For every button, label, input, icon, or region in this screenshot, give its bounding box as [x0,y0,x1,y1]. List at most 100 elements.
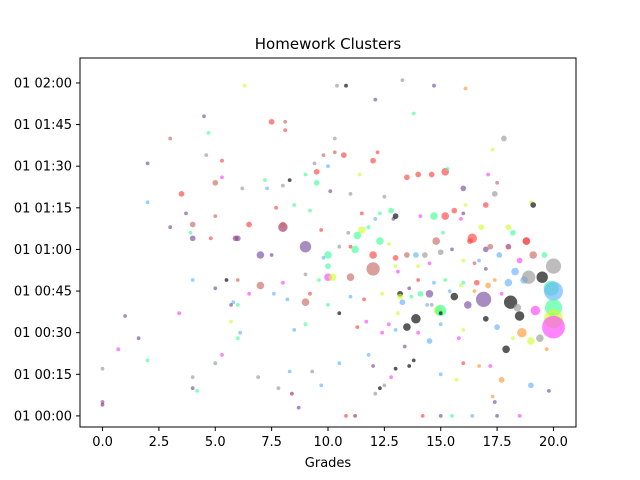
data-point [459,217,463,221]
data-point [397,293,403,300]
data-point [470,414,475,418]
data-point [276,386,281,391]
data-point [208,236,213,241]
data-point [445,167,450,171]
data-point [351,245,359,254]
data-point [242,83,247,88]
data-point [393,366,398,371]
data-point [441,212,450,220]
data-point [189,221,196,228]
y-axis: 01 00:00 01 00:15 01 00:30 01 00:45 01 01:00… [14,76,80,424]
data-point [238,330,243,335]
x-tick-label: 12.5 [370,435,399,450]
data-point [355,325,360,329]
data-point [450,414,454,418]
data-point [420,414,425,418]
data-point [435,304,447,317]
data-point [495,180,499,185]
y-tick-label: 01 00:15 [14,368,72,383]
data-point [514,311,525,321]
data-point [303,172,308,177]
data-point [359,211,364,216]
data-point [389,375,393,379]
data-point [325,263,331,269]
x-tick-label: 15.0 [426,435,455,450]
data-point [513,303,522,312]
y-tick-label: 01 01:30 [14,160,72,175]
data-point [542,315,565,339]
data-point [332,150,337,155]
data-point [287,369,292,374]
data-point [313,179,320,186]
data-point [332,136,337,141]
data-point [213,286,218,291]
data-point [375,150,380,155]
chart-title: Homework Clusters [255,35,402,53]
data-point [283,119,288,124]
data-point [348,192,353,196]
data-point [490,394,495,399]
data-point [396,269,400,274]
data-point [256,375,260,379]
data-point [337,311,342,316]
data-point [438,322,443,327]
data-point [450,247,454,252]
data-point [522,270,536,284]
data-point [380,330,384,335]
data-point [461,258,466,263]
data-point [498,376,505,383]
data-point [451,207,458,214]
data-point [184,211,188,216]
data-point [376,237,384,245]
data-point [220,353,224,357]
data-point [530,202,537,208]
data-point [404,252,410,258]
data-point [234,235,241,242]
data-point [280,221,286,228]
data-point [476,291,492,307]
data-point [547,389,551,393]
y-tick-label: 01 02:00 [14,76,72,91]
data-point [429,303,434,307]
data-point [392,213,399,219]
data-point [190,375,195,379]
data-point [321,255,326,260]
data-point [511,267,519,276]
data-point [492,278,497,282]
data-point [206,131,211,135]
data-point [229,303,234,307]
data-point [353,231,362,240]
data-point [418,214,423,219]
data-point [364,319,369,324]
data-point [450,292,459,301]
data-point [371,364,375,368]
data-point [486,172,490,177]
x-tick-label: 10.0 [314,435,343,450]
data-point [490,147,495,152]
data-point [467,233,478,244]
data-point [411,111,416,116]
data-point [382,194,387,199]
y-tick-label: 01 00:30 [14,326,72,341]
data-point [281,280,285,285]
data-point [292,203,297,207]
data-point [494,324,500,330]
data-point [310,369,315,374]
data-point [100,402,105,407]
y-tick-label: 01 01:45 [14,118,72,133]
data-point [545,258,562,274]
data-point [536,334,544,343]
data-point [461,328,466,332]
data-point [396,311,400,316]
data-point [530,305,541,316]
data-point [256,251,265,259]
data-point [348,244,353,249]
data-point [366,262,380,276]
data-point [428,171,435,178]
data-point [407,364,412,368]
data-point [447,289,452,293]
data-point [529,251,537,259]
x-axis-title: Grades [305,456,352,471]
data-point [407,286,412,291]
data-point [456,336,461,341]
